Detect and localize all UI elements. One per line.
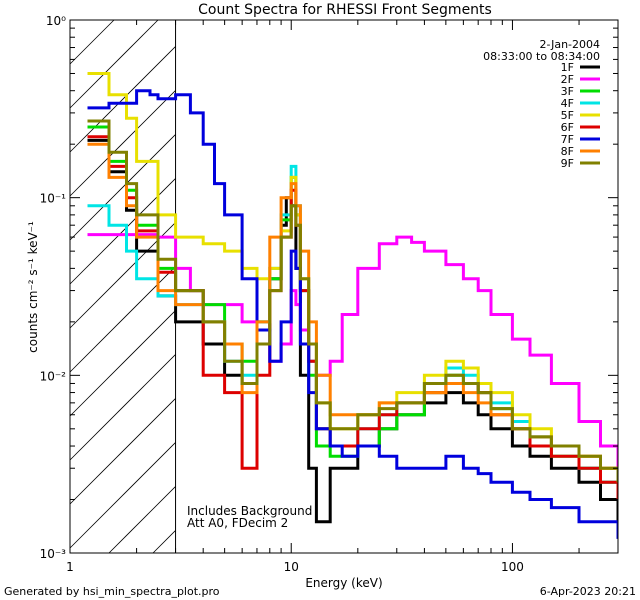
hatch-line: [69, 442, 176, 549]
x-tick-label: 1: [66, 560, 74, 574]
hatch-line: [108, 486, 176, 554]
hatch-line: [69, 90, 176, 197]
y-axis-label: counts cm⁻² s⁻¹ keV⁻¹: [26, 221, 40, 353]
attenuator-note: Att A0, FDecim 2: [187, 516, 288, 530]
hatch-line: [69, 266, 176, 373]
y-tick-label: 10⁰: [46, 14, 66, 28]
legend-label-3F: 3F: [561, 85, 574, 98]
y-tick-label: 10⁻³: [40, 547, 67, 561]
legend-label-5F: 5F: [561, 109, 574, 122]
hatch-line: [69, 19, 115, 65]
x-tick-label: 100: [501, 560, 524, 574]
series-lines: [87, 72, 618, 539]
legend-label-9F: 9F: [561, 157, 574, 170]
hatch-line: [69, 46, 176, 153]
y-tick-label: 10⁻¹: [40, 192, 67, 206]
legend-label-7F: 7F: [561, 133, 574, 146]
hatch-line: [69, 310, 176, 417]
y-tick-label: 10⁻²: [40, 369, 67, 383]
excluded-energy-hatch: [69, 19, 177, 554]
series-1F: [87, 138, 618, 524]
x-tick-label: 10: [284, 560, 299, 574]
hatch-line: [69, 134, 176, 241]
axis-ticks: 1 10 100 10⁻³ 10⁻² 10⁻¹ 10⁰: [40, 14, 619, 574]
hatch-line: [69, 398, 176, 505]
date-stamp: 6-Apr-2023 20:21: [540, 585, 636, 598]
hatch-line: [69, 354, 176, 461]
plot-frame: [69, 19, 619, 554]
x-axis-label: Energy (keV): [305, 576, 382, 590]
legend-label-8F: 8F: [561, 145, 574, 158]
observation-time-range: 08:33:00 to 08:34:00: [483, 50, 600, 63]
generated-by-note: Generated by hsi_min_spectra_plot.pro: [4, 585, 220, 598]
legend-label-2F: 2F: [561, 73, 574, 86]
series-6F: [87, 135, 618, 500]
hatch-line: [69, 19, 159, 109]
legend-label-1F: 1F: [561, 61, 574, 74]
hatch-line: [152, 530, 176, 554]
observation-date: 2-Jan-2004: [540, 38, 601, 51]
series-9F: [87, 119, 618, 483]
background-note: Includes Background: [187, 504, 312, 518]
chart-title: Count Spectra for RHESSI Front Segments: [198, 2, 492, 18]
legend-label-4F: 4F: [561, 97, 574, 110]
series-5F: [87, 72, 618, 483]
legend-label-6F: 6F: [561, 121, 574, 134]
